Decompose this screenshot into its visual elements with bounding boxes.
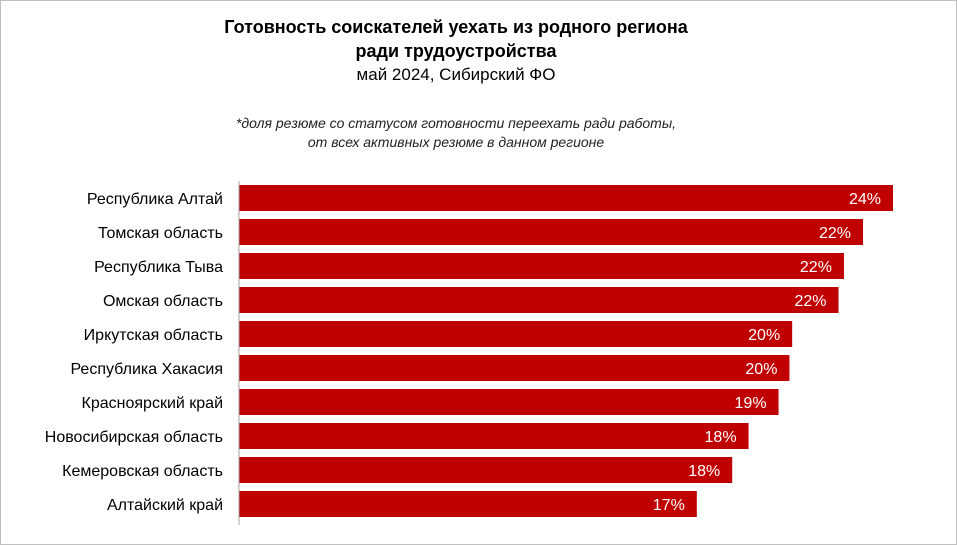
bar bbox=[239, 185, 893, 211]
data-label: 18% bbox=[705, 429, 737, 446]
data-label: 20% bbox=[745, 361, 777, 378]
bar bbox=[239, 389, 779, 415]
chart-title-line-1: Готовность соискателей уехать из родного… bbox=[224, 17, 688, 37]
chart-note-line-1: *доля резюме со статусом готовности пере… bbox=[235, 115, 677, 131]
category-label: Алтайский край bbox=[107, 497, 223, 514]
category-label: Новосибирская область bbox=[45, 429, 223, 446]
chart-subtitle: май 2024, Сибирский ФО bbox=[356, 65, 556, 84]
data-label: 17% bbox=[653, 497, 685, 514]
bar bbox=[239, 287, 839, 313]
category-label: Омская область bbox=[103, 293, 223, 310]
bar bbox=[239, 423, 749, 449]
category-label: Красноярский край bbox=[82, 395, 223, 412]
bar bbox=[239, 321, 793, 347]
bar bbox=[239, 219, 864, 245]
category-label: Томская область bbox=[98, 225, 223, 242]
data-label: 22% bbox=[794, 293, 826, 310]
category-label: Республика Алтай bbox=[87, 191, 223, 208]
category-label: Республика Тыва bbox=[94, 259, 223, 276]
data-label: 22% bbox=[819, 225, 851, 242]
data-label: 18% bbox=[688, 463, 720, 480]
category-label: Республика Хакасия bbox=[70, 361, 223, 378]
bar bbox=[239, 253, 844, 279]
category-label: Кемеровская область bbox=[62, 463, 223, 480]
bar bbox=[239, 457, 733, 483]
chart-note-line-2: от всех активных резюме в данном регионе bbox=[307, 134, 605, 150]
bar bbox=[239, 355, 790, 381]
chart-title-line-2: ради трудоустройства bbox=[355, 41, 557, 61]
data-label: 22% bbox=[800, 259, 832, 276]
data-label: 20% bbox=[748, 327, 780, 344]
data-label: 19% bbox=[735, 395, 767, 412]
category-label: Иркутская область bbox=[84, 327, 223, 344]
data-label: 24% bbox=[849, 191, 881, 208]
bar bbox=[239, 491, 697, 517]
